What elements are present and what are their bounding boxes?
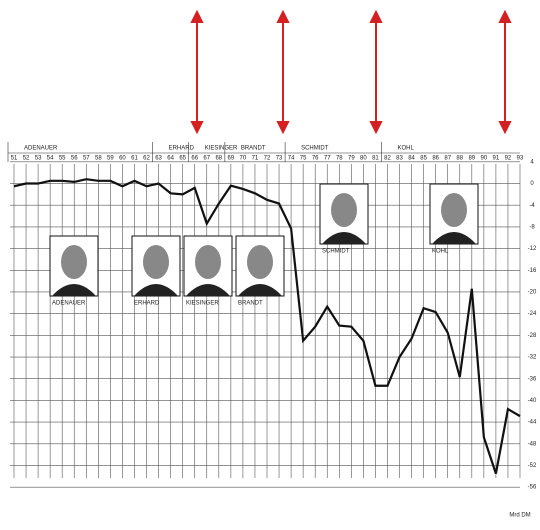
x-tick-label: 52	[23, 156, 30, 162]
x-tick-label: 75	[300, 156, 307, 162]
arrows	[192, 12, 510, 132]
x-tick-label: 88	[456, 156, 463, 162]
x-tick-label: 70	[240, 156, 247, 162]
x-tick-label: 53	[35, 156, 42, 162]
y-tick-label: -20	[528, 290, 537, 296]
x-tick-label: 89	[468, 156, 475, 162]
x-tick-label: 81	[372, 156, 379, 162]
era-name: SCHMIDT	[301, 146, 329, 152]
x-tick-label: 67	[203, 156, 210, 162]
y-tick-label: -8	[529, 224, 535, 230]
era-name: ERHARD	[169, 146, 195, 152]
x-tick-label: 90	[481, 156, 488, 162]
portrait-label: SCHMIDT	[322, 249, 350, 255]
portrait: KOHL	[430, 184, 478, 255]
portrait-label: KIESINGER	[186, 301, 219, 307]
x-tick-label: 56	[71, 156, 78, 162]
x-tick-label: 83	[396, 156, 403, 162]
era-name: BRANDT	[241, 146, 266, 152]
x-tick-label: 68	[215, 156, 222, 162]
x-tick-label: 69	[228, 156, 235, 162]
portrait-face	[195, 245, 221, 279]
x-tick-label: 79	[348, 156, 355, 162]
x-tick-label: 86	[432, 156, 439, 162]
x-tick-label: 76	[312, 156, 319, 162]
portrait-face	[61, 245, 87, 279]
x-tick-label: 85	[420, 156, 427, 162]
portrait: ADENAUER	[50, 236, 98, 307]
chart: Mrd DM 4 0 -4 -8 -12 -16 -20 -24 -28 -32 -36 -40 -44…	[0, 0, 540, 530]
y-tick-label: -4	[529, 203, 535, 209]
y-tick-label: -56	[528, 485, 537, 491]
y-tick-label: 4	[530, 159, 534, 165]
x-tick-label: 77	[324, 156, 331, 162]
x-tick-label: 55	[59, 156, 66, 162]
era-name: ADENAUER	[24, 146, 58, 152]
y-tick-label: -36	[528, 376, 537, 382]
portrait-label: ADENAUER	[52, 301, 86, 307]
portrait-face	[247, 245, 273, 279]
portrait: BRANDT	[236, 236, 284, 307]
x-tick-label: 54	[47, 156, 54, 162]
x-tick-label: 62	[143, 156, 150, 162]
y-tick-label: -52	[528, 463, 537, 469]
portrait-label: ERHARD	[134, 301, 160, 307]
portrait: SCHMIDT	[320, 184, 368, 255]
x-tick-label: 71	[252, 156, 259, 162]
y-tick-label: -44	[528, 420, 537, 426]
y-tick-label: -24	[528, 311, 537, 317]
y-tick-label: -40	[528, 398, 537, 404]
portrait-face	[441, 193, 467, 227]
x-tick-label: 63	[155, 156, 162, 162]
x-tick-label: 59	[107, 156, 114, 162]
y-tick-label: -28	[528, 333, 537, 339]
x-tick-label: 84	[408, 156, 415, 162]
y-axis-label: Mrd DM	[509, 513, 530, 519]
x-tick-label: 72	[264, 156, 271, 162]
y-tick-label: -12	[528, 246, 537, 252]
portrait-label: KOHL	[432, 249, 449, 255]
portrait: ERHARD	[132, 236, 180, 307]
y-tick-label: -16	[528, 268, 537, 274]
x-tick-label: 57	[83, 156, 90, 162]
x-tick-label: 74	[288, 156, 295, 162]
x-tick-label: 82	[384, 156, 391, 162]
x-tick-label: 64	[167, 156, 174, 162]
x-tick-label: 87	[444, 156, 451, 162]
portrait-face	[331, 193, 357, 227]
y-tick-label: 0	[530, 181, 534, 187]
x-tick-label: 93	[517, 156, 524, 162]
x-tick-label: 61	[131, 156, 138, 162]
era-name: KOHL	[397, 146, 414, 152]
x-tick-label: 58	[95, 156, 102, 162]
x-tick-label: 73	[276, 156, 283, 162]
x-tick-label: 91	[493, 156, 500, 162]
x-tick-label: 66	[191, 156, 198, 162]
era-name: KIESINGER	[205, 146, 238, 152]
x-tick-label: 60	[119, 156, 126, 162]
x-tick-label: 78	[336, 156, 343, 162]
x-tick-label: 80	[360, 156, 367, 162]
portrait-label: BRANDT	[238, 301, 263, 307]
portrait-face	[143, 245, 169, 279]
y-tick-label: -48	[528, 441, 537, 447]
y-tick-label: -32	[528, 355, 537, 361]
x-tick-label: 51	[11, 156, 18, 162]
portrait: KIESINGER	[184, 236, 232, 307]
x-tick-label: 92	[505, 156, 512, 162]
x-tick-label: 65	[179, 156, 186, 162]
